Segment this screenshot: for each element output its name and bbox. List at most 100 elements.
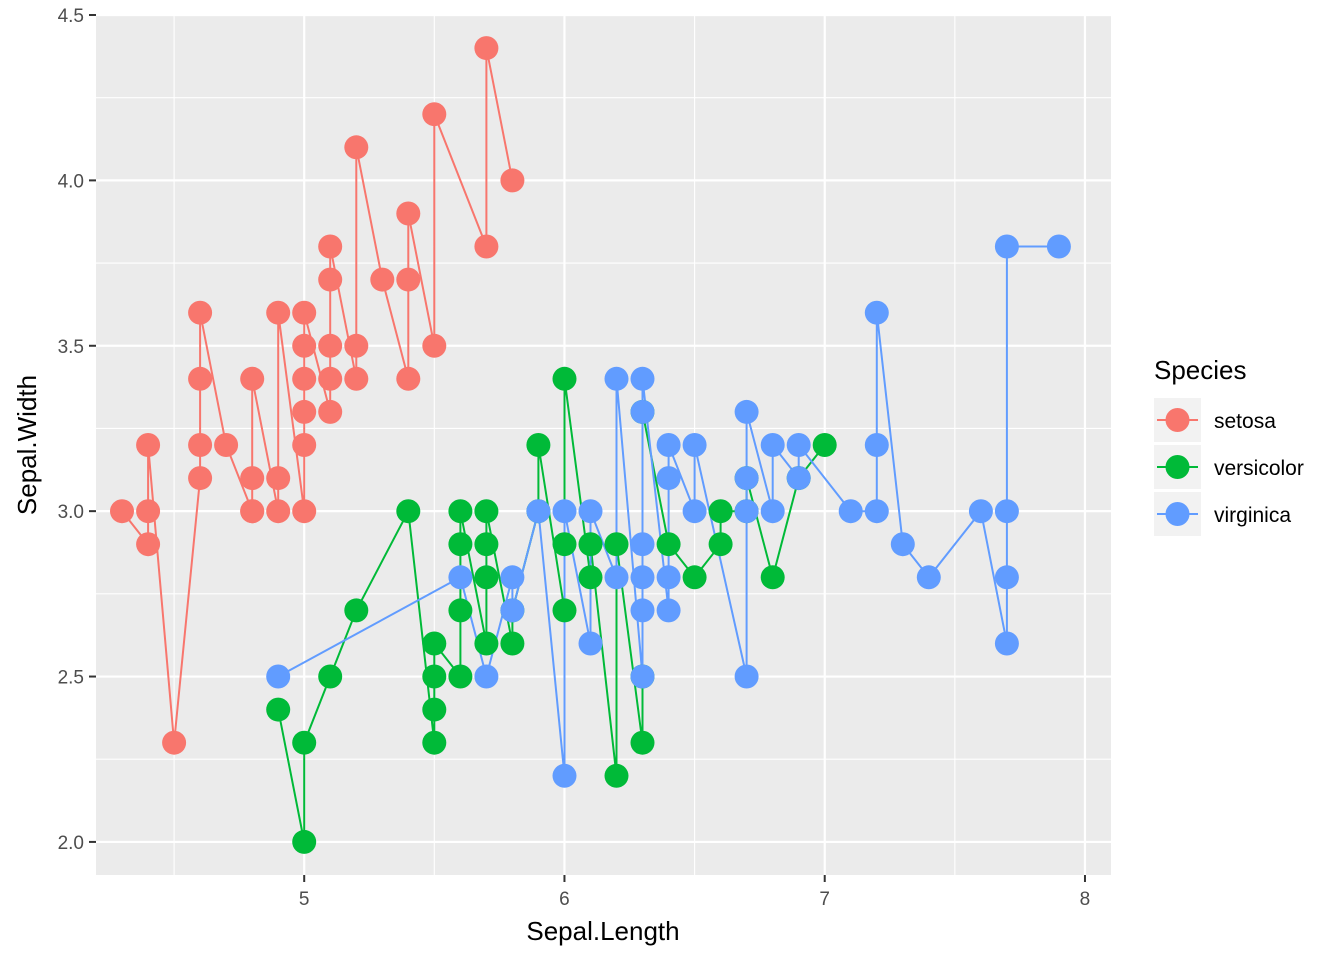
data-point-setosa xyxy=(344,366,369,391)
data-point-setosa xyxy=(292,399,317,424)
y-tick-label: 4.5 xyxy=(58,6,84,27)
data-point-virginica xyxy=(682,433,707,457)
data-point-virginica xyxy=(630,366,655,391)
y-tick-label: 4.0 xyxy=(58,171,84,192)
data-point-setosa xyxy=(422,102,447,127)
legend-key-point xyxy=(1165,502,1190,526)
data-point-versicolor xyxy=(812,433,837,457)
data-point-versicolor xyxy=(448,499,473,524)
data-point-versicolor xyxy=(760,565,785,590)
x-tick-label: 6 xyxy=(559,889,570,910)
data-point-versicolor xyxy=(292,829,317,854)
data-point-virginica xyxy=(734,399,759,424)
data-point-versicolor xyxy=(474,532,499,557)
data-point-virginica xyxy=(760,499,785,524)
data-point-setosa xyxy=(266,499,291,524)
data-point-versicolor xyxy=(578,565,603,590)
data-point-setosa xyxy=(266,300,291,325)
data-point-virginica xyxy=(630,598,655,623)
y-axis-title: Sepal.Width xyxy=(12,375,42,515)
data-point-virginica xyxy=(864,300,889,325)
y-tick-label: 2.5 xyxy=(58,668,84,689)
data-point-setosa xyxy=(318,234,343,259)
y-tick-label: 3.0 xyxy=(58,502,84,523)
data-point-setosa xyxy=(292,366,317,391)
data-point-setosa xyxy=(422,333,447,358)
data-point-virginica xyxy=(838,499,863,524)
series-points-setosa xyxy=(110,36,525,755)
x-tick-label: 5 xyxy=(299,889,310,910)
data-point-setosa xyxy=(136,433,161,457)
legend-label-versicolor: versicolor xyxy=(1214,457,1304,480)
x-tick-label: 8 xyxy=(1080,889,1091,910)
data-point-versicolor xyxy=(604,763,629,788)
data-point-setosa xyxy=(292,499,317,524)
legend-key-point xyxy=(1165,408,1190,432)
data-point-versicolor xyxy=(448,664,473,689)
data-point-setosa xyxy=(396,267,421,292)
series-layer xyxy=(110,36,1071,854)
data-point-virginica xyxy=(656,565,681,590)
series-points-virginica xyxy=(266,234,1071,788)
legend-key-point xyxy=(1165,455,1190,479)
data-point-versicolor xyxy=(552,598,577,623)
data-point-virginica xyxy=(578,499,603,524)
data-point-virginica xyxy=(916,565,941,590)
data-point-setosa xyxy=(188,433,213,457)
data-point-virginica xyxy=(630,532,655,557)
data-point-virginica xyxy=(864,433,889,457)
x-axis-title: Sepal.Length xyxy=(526,916,679,946)
data-point-versicolor xyxy=(474,499,499,524)
data-point-virginica xyxy=(890,532,915,557)
data-point-setosa xyxy=(344,333,369,358)
data-point-virginica xyxy=(448,565,473,590)
data-point-versicolor xyxy=(526,433,551,457)
data-point-virginica xyxy=(994,234,1019,259)
data-point-setosa xyxy=(318,399,343,424)
data-point-virginica xyxy=(734,664,759,689)
data-point-versicolor xyxy=(630,730,655,755)
data-point-setosa xyxy=(500,168,525,193)
data-point-virginica xyxy=(656,466,681,491)
data-point-versicolor xyxy=(708,499,733,524)
data-point-versicolor xyxy=(448,532,473,557)
data-point-setosa xyxy=(214,433,239,457)
data-point-setosa xyxy=(136,499,161,524)
data-point-setosa xyxy=(240,499,265,524)
data-point-versicolor xyxy=(474,565,499,590)
data-point-virginica xyxy=(682,499,707,524)
data-point-virginica xyxy=(630,565,655,590)
data-point-setosa xyxy=(266,466,291,491)
data-point-setosa xyxy=(396,366,421,391)
major-gridlines xyxy=(96,13,1111,875)
data-point-virginica xyxy=(994,565,1019,590)
data-point-versicolor xyxy=(604,532,629,557)
legend-label-virginica: virginica xyxy=(1214,504,1291,527)
data-point-setosa xyxy=(370,267,395,292)
data-point-virginica xyxy=(604,565,629,590)
y-axis: 2.0 2.5 3.0 3.5 4.0 4.5 xyxy=(58,6,96,854)
data-point-virginica xyxy=(734,466,759,491)
data-point-virginica xyxy=(994,631,1019,656)
data-point-setosa xyxy=(344,135,369,160)
data-point-virginica xyxy=(552,499,577,524)
data-point-virginica xyxy=(1046,234,1071,259)
data-point-setosa xyxy=(240,366,265,391)
data-point-versicolor xyxy=(292,730,317,755)
data-point-virginica xyxy=(474,664,499,689)
data-point-versicolor xyxy=(552,532,577,557)
data-point-setosa xyxy=(188,300,213,325)
data-point-setosa xyxy=(318,366,343,391)
plot-panel xyxy=(96,15,1111,875)
data-point-versicolor xyxy=(344,598,369,623)
data-point-versicolor xyxy=(422,730,447,755)
data-point-versicolor xyxy=(448,598,473,623)
legend-label-setosa: setosa xyxy=(1214,410,1276,433)
data-point-setosa xyxy=(136,532,161,557)
data-point-virginica xyxy=(786,466,811,491)
data-point-versicolor xyxy=(578,532,603,557)
data-point-virginica xyxy=(656,598,681,623)
x-tick-label: 7 xyxy=(819,889,830,910)
data-point-virginica xyxy=(734,499,759,524)
